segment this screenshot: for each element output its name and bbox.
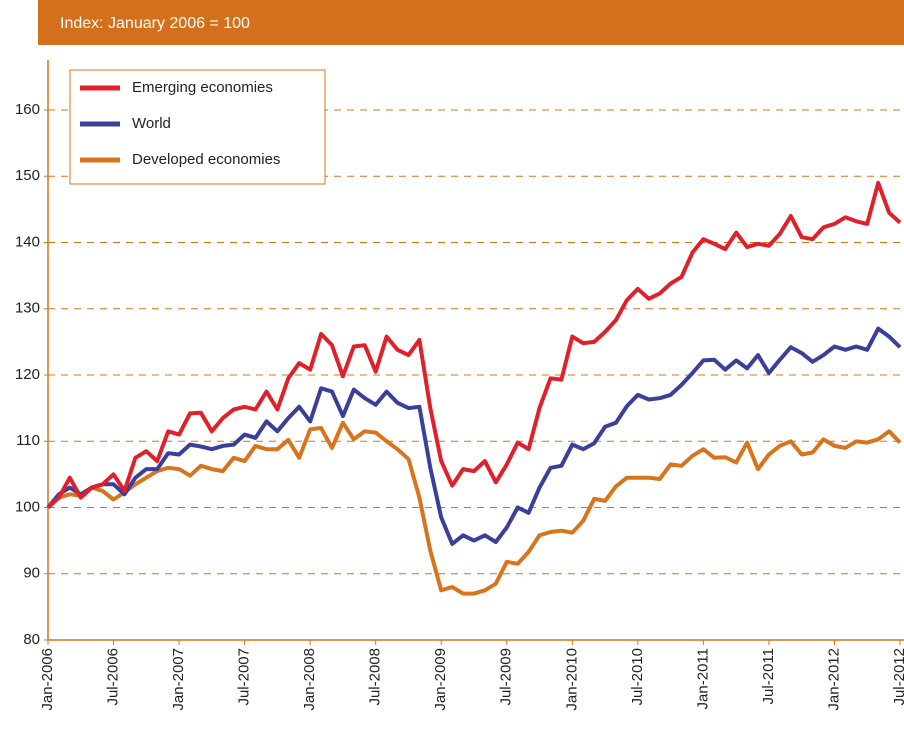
y-tick-label: 140 <box>15 233 40 250</box>
x-tick-label: Jul-2011 <box>760 648 777 704</box>
header-band <box>38 0 904 45</box>
x-tick-label: Jan-2009 <box>432 648 449 711</box>
y-tick-label: 120 <box>15 366 40 383</box>
x-tick-label: Jul-2006 <box>105 648 122 706</box>
y-tick-label: 130 <box>15 300 40 317</box>
x-tick-label: Jan-2006 <box>39 648 56 711</box>
chart-title: Index: January 2006 = 100 <box>60 15 250 32</box>
x-tick-label: Jul-2007 <box>236 648 253 706</box>
legend-label: World <box>132 115 171 132</box>
legend-label: Developed economies <box>132 151 280 168</box>
x-tick-label: Jan-2012 <box>825 648 842 711</box>
y-tick-label: 160 <box>15 101 40 118</box>
series-line <box>46 420 902 596</box>
x-tick-label: Jul-2009 <box>498 648 515 706</box>
legend-label: Emerging economies <box>132 79 273 96</box>
y-tick-label: 110 <box>16 432 40 449</box>
x-tick-label: Jul-2010 <box>629 648 646 706</box>
x-tick-label: Jan-2008 <box>301 648 318 711</box>
y-tick-label: 150 <box>15 167 40 184</box>
x-tick-label: Jul-2008 <box>367 648 384 706</box>
y-tick-label: 80 <box>23 631 40 648</box>
y-tick-label: 100 <box>15 498 40 515</box>
x-tick-label: Jan-2010 <box>563 648 580 711</box>
x-tick-label: Jan-2011 <box>694 648 711 709</box>
y-tick-label: 90 <box>23 565 40 582</box>
series-line <box>46 180 902 509</box>
x-tick-label: Jul-2012 <box>891 648 904 706</box>
x-tick-label: Jan-2007 <box>170 648 187 711</box>
series-line <box>46 326 902 546</box>
